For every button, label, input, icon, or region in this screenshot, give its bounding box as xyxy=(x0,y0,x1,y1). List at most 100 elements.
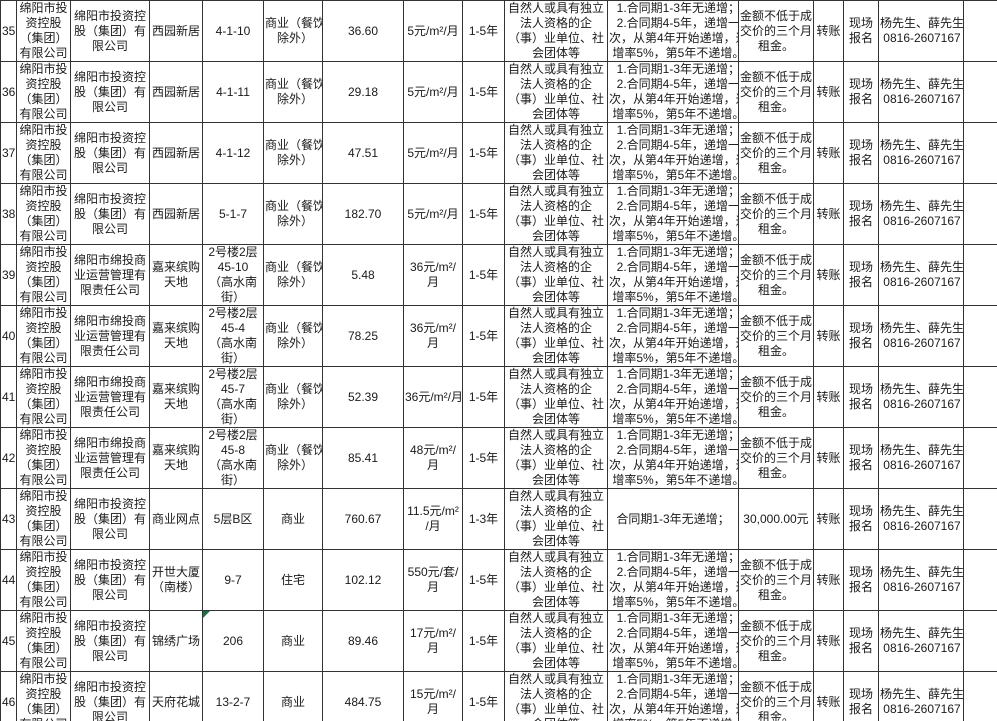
cell-registration-method: 现场 报名 xyxy=(843,671,879,721)
cell-rent-price: 550元/套/ 月 xyxy=(403,549,463,611)
cell-owner-company: 绵阳市投 资控股 （集团） 有限公司 xyxy=(16,488,71,550)
cell-managing-company: 绵阳市绵投商 业运营管理有 限责任公司 xyxy=(70,366,150,428)
cell-contact-info: 杨先生、薛先生 0816-2607167 xyxy=(878,122,964,184)
cell-registration-method: 现场 报名 xyxy=(843,610,879,672)
cell-area-sqm: 47.51 xyxy=(322,122,404,184)
cell-tenant-qualification: 自然人或具有独立 法人资格的企 （事）业单位、社 会团体等 xyxy=(504,244,608,306)
cell-empty-trailing xyxy=(963,305,997,367)
cell-increase-terms: 1.合同期1-3年无递增； 2.合同期4-5年，递增一 次，从第4年开始递增，递… xyxy=(607,427,739,489)
cell-contact-info: 杨先生、薛先生 0816-2607167 xyxy=(878,183,964,245)
cell-unit-number: 5层B区 xyxy=(202,488,264,550)
cell-owner-company: 绵阳市投 资控股 （集团） 有限公司 xyxy=(16,549,71,611)
cell-tenant-qualification: 自然人或具有独立 法人资格的企 （事）业单位、社 会团体等 xyxy=(504,549,608,611)
cell-usage-type: 商业（餐饮 除外） xyxy=(263,244,323,306)
cell-project-name: 西园新居 xyxy=(149,0,203,62)
cell-rent-price: 5元/m²/月 xyxy=(403,0,463,62)
cell-increase-terms: 1.合同期1-3年无递增； 2.合同期4-5年，递增一 次，从第4年开始递增，递… xyxy=(607,0,739,62)
cell-payment-method: 转账 xyxy=(813,244,844,306)
cell-contact-info: 杨先生、薛先生 0816-2607167 xyxy=(878,244,964,306)
cell-lease-term: 1-5年 xyxy=(462,671,505,721)
cell-project-name: 嘉来缤购 天地 xyxy=(149,427,203,489)
cell-row-number: 43 xyxy=(0,488,17,550)
cell-contact-info: 杨先生、薛先生 0816-2607167 xyxy=(878,366,964,428)
cell-deposit: 金额不低于成 交价的三个月 租金。 xyxy=(738,0,814,62)
table-row: 43 绵阳市投 资控股 （集团） 有限公司 绵阳市投资控 股（集团）有 限公司 … xyxy=(0,488,997,550)
cell-row-number: 40 xyxy=(0,305,17,367)
cell-tenant-qualification: 自然人或具有独立 法人资格的企 （事）业单位、社 会团体等 xyxy=(504,183,608,245)
cell-area-sqm: 102.12 xyxy=(322,549,404,611)
cell-contact-info: 杨先生、薛先生 0816-2607167 xyxy=(878,610,964,672)
cell-empty-trailing xyxy=(963,488,997,550)
cell-lease-term: 1-5年 xyxy=(462,183,505,245)
cell-deposit: 金额不低于成 交价的三个月 租金。 xyxy=(738,549,814,611)
cell-usage-type: 商业（餐饮 除外） xyxy=(263,0,323,62)
cell-area-sqm: 5.48 xyxy=(322,244,404,306)
cell-rent-price: 36元/m²/月 xyxy=(403,366,463,428)
cell-row-number: 45 xyxy=(0,610,17,672)
cell-area-sqm: 484.75 xyxy=(322,671,404,721)
cell-deposit: 30,000.00元 xyxy=(738,488,814,550)
cell-payment-method: 转账 xyxy=(813,305,844,367)
cell-rent-price: 5元/m²/月 xyxy=(403,183,463,245)
cell-empty-trailing xyxy=(963,0,997,62)
cell-deposit: 金额不低于成 交价的三个月 租金。 xyxy=(738,366,814,428)
cell-payment-method: 转账 xyxy=(813,549,844,611)
cell-registration-method: 现场 报名 xyxy=(843,488,879,550)
cell-area-sqm: 85.41 xyxy=(322,427,404,489)
cell-row-number: 39 xyxy=(0,244,17,306)
cell-row-number: 42 xyxy=(0,427,17,489)
cell-managing-company: 绵阳市投资控 股（集团）有 限公司 xyxy=(70,488,150,550)
cell-registration-method: 现场 报名 xyxy=(843,183,879,245)
cell-empty-trailing xyxy=(963,244,997,306)
cell-increase-terms: 1.合同期1-3年无递增； 2.合同期4-5年，递增一 次，从第4年开始递增，递… xyxy=(607,244,739,306)
cell-tenant-qualification: 自然人或具有独立 法人资格的企 （事）业单位、社 会团体等 xyxy=(504,671,608,721)
cell-registration-method: 现场 报名 xyxy=(843,305,879,367)
cell-lease-term: 1-5年 xyxy=(462,427,505,489)
cell-row-number: 37 xyxy=(0,122,17,184)
cell-row-number: 35 xyxy=(0,0,17,62)
cell-payment-method: 转账 xyxy=(813,61,844,123)
cell-increase-terms: 1.合同期1-3年无递增； 2.合同期4-5年，递增一 次，从第4年开始递增，递… xyxy=(607,671,739,721)
cell-usage-type: 商业（餐饮 除外） xyxy=(263,61,323,123)
cell-managing-company: 绵阳市投资控 股（集团）有 限公司 xyxy=(70,610,150,672)
cell-row-number: 41 xyxy=(0,366,17,428)
cell-owner-company: 绵阳市投 资控股 （集团） 有限公司 xyxy=(16,183,71,245)
table-row: 36 绵阳市投 资控股 （集团） 有限公司 绵阳市投资控 股（集团）有 限公司 … xyxy=(0,61,997,123)
cell-contact-info: 杨先生、薛先生 0816-2607167 xyxy=(878,61,964,123)
cell-rent-price: 11.5元/m² /月 xyxy=(403,488,463,550)
cell-unit-number: 9-7 xyxy=(202,549,264,611)
cell-project-name: 商业网点 xyxy=(149,488,203,550)
cell-contact-info: 杨先生、薛先生 0816-2607167 xyxy=(878,549,964,611)
table-row: 37 绵阳市投 资控股 （集团） 有限公司 绵阳市投资控 股（集团）有 限公司 … xyxy=(0,122,997,184)
cell-owner-company: 绵阳市投 资控股 （集团） 有限公司 xyxy=(16,122,71,184)
cell-tenant-qualification: 自然人或具有独立 法人资格的企 （事）业单位、社 会团体等 xyxy=(504,366,608,428)
cell-project-name: 嘉来缤购 天地 xyxy=(149,244,203,306)
cell-unit-number: 2号楼2层 45-10 （高水南 街） xyxy=(202,244,264,306)
cell-lease-term: 1-5年 xyxy=(462,244,505,306)
cell-increase-terms: 1.合同期1-3年无递增； 2.合同期4-5年，递增一 次，从第4年开始递增，递… xyxy=(607,183,739,245)
table-row: 38 绵阳市投 资控股 （集团） 有限公司 绵阳市投资控 股（集团）有 限公司 … xyxy=(0,183,997,245)
cell-usage-type: 商业 xyxy=(263,671,323,721)
cell-unit-number: 2号楼2层 45-8 （高水南 街） xyxy=(202,427,264,489)
cell-unit-number: 4-1-12 xyxy=(202,122,264,184)
cell-owner-company: 绵阳市投 资控股 （集团） 有限公司 xyxy=(16,244,71,306)
cell-contact-info: 杨先生、薛先生 0816-2607167 xyxy=(878,671,964,721)
cell-tenant-qualification: 自然人或具有独立 法人资格的企 （事）业单位、社 会团体等 xyxy=(504,122,608,184)
cell-tenant-qualification: 自然人或具有独立 法人资格的企 （事）业单位、社 会团体等 xyxy=(504,305,608,367)
cell-project-name: 嘉来缤购 天地 xyxy=(149,305,203,367)
cell-empty-trailing xyxy=(963,549,997,611)
cell-increase-terms: 合同期1-3年无递增； xyxy=(607,488,739,550)
table-row: 45 绵阳市投 资控股 （集团） 有限公司 绵阳市投资控 股（集团）有 限公司 … xyxy=(0,610,997,672)
cell-lease-term: 1-5年 xyxy=(462,366,505,428)
cell-contact-info: 杨先生、薛先生 0816-2607167 xyxy=(878,427,964,489)
cell-lease-term: 1-5年 xyxy=(462,549,505,611)
cell-rent-price: 15元/m²/ 月 xyxy=(403,671,463,721)
cell-payment-method: 转账 xyxy=(813,671,844,721)
cell-unit-number: 2号楼2层 45-7 （高水南 街） xyxy=(202,366,264,428)
cell-project-name: 嘉来缤购 天地 xyxy=(149,366,203,428)
cell-deposit: 金额不低于成 交价的三个月 租金。 xyxy=(738,427,814,489)
cell-lease-term: 1-3年 xyxy=(462,488,505,550)
